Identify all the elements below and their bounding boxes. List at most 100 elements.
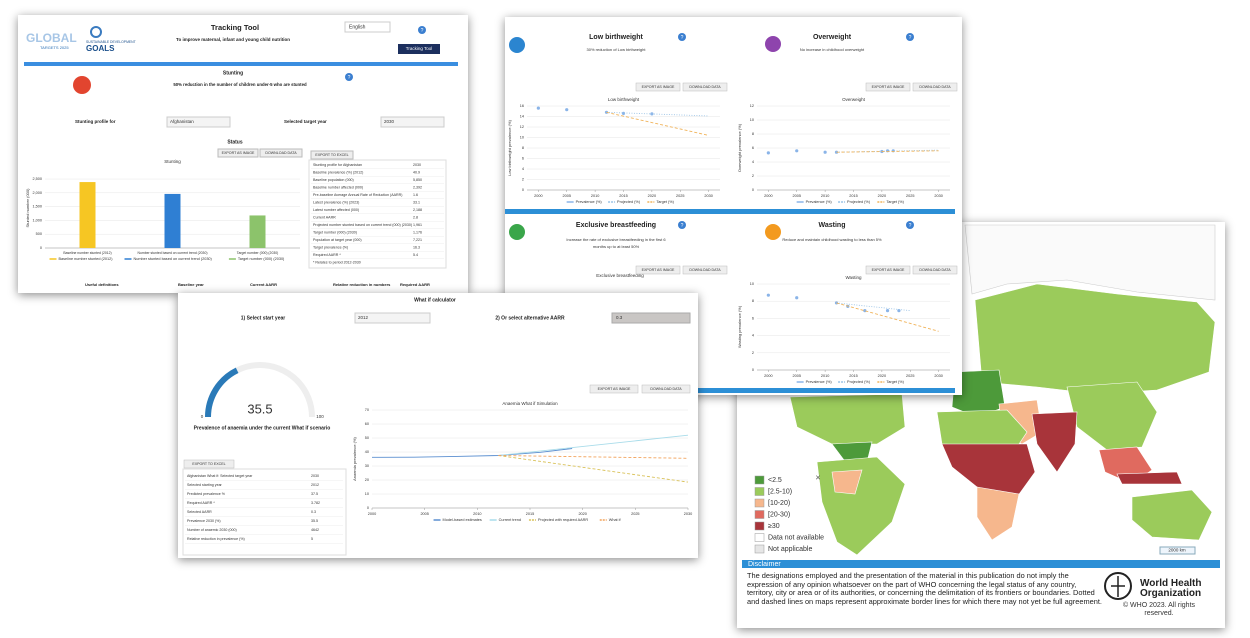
legend-label: [2.5-10) bbox=[768, 488, 792, 495]
button-label: EXPORT TO EXCEL bbox=[315, 153, 348, 157]
section-title: Wasting bbox=[819, 222, 846, 229]
y-tick-label: 2,000 bbox=[32, 191, 42, 195]
help-glyph: ? bbox=[909, 223, 912, 229]
download-button[interactable] bbox=[682, 265, 728, 275]
y-tick-label: 70 bbox=[365, 408, 369, 412]
y-tick-label: 12 bbox=[520, 125, 524, 129]
excel-button[interactable] bbox=[183, 459, 235, 469]
x-tick-label: 2015 bbox=[849, 194, 857, 198]
x-tick-label: 2025 bbox=[676, 194, 684, 198]
bar bbox=[79, 182, 96, 248]
x-tick-label: 2015 bbox=[619, 194, 627, 198]
divider bbox=[505, 209, 955, 214]
logo: SUSTAINABLE DEVELOPMENT bbox=[86, 40, 136, 44]
section-subtitle: 30% reduction of Low birthweight bbox=[587, 47, 647, 52]
export-button[interactable] bbox=[589, 384, 639, 394]
x-tick-label: 2010 bbox=[821, 374, 829, 378]
help-glyph: ? bbox=[681, 35, 684, 41]
divider bbox=[505, 388, 955, 393]
logo: GLOBAL bbox=[26, 31, 77, 45]
table-cell: 2.8 bbox=[413, 215, 418, 219]
y-tick-label: 4 bbox=[522, 167, 524, 171]
excel-button[interactable] bbox=[310, 150, 354, 160]
table-cell: Population at target year (000) bbox=[313, 238, 362, 242]
tool-button[interactable] bbox=[398, 44, 440, 54]
language-select[interactable] bbox=[344, 21, 391, 33]
help-icon[interactable] bbox=[906, 221, 914, 229]
start-select[interactable] bbox=[354, 312, 431, 324]
export-button[interactable] bbox=[217, 148, 259, 158]
legend-label: Baseline number stunted (2012) bbox=[59, 257, 114, 261]
y-tick-label: 60 bbox=[365, 422, 369, 426]
legend-swatch bbox=[754, 487, 765, 496]
wasting-icon bbox=[765, 224, 781, 240]
legend-swatch bbox=[754, 533, 765, 542]
app-subtitle: To improve maternal, infant and young ch… bbox=[176, 37, 290, 42]
y-tick-label: 0 bbox=[522, 188, 524, 192]
series-line bbox=[606, 111, 709, 136]
footer-label: Useful definitions bbox=[85, 282, 119, 287]
who-emblem bbox=[1104, 572, 1132, 600]
y-tick-label: 10 bbox=[365, 492, 369, 496]
help-glyph: ? bbox=[421, 28, 424, 34]
disclaimer-title: Disclaimer bbox=[748, 561, 781, 568]
export-button[interactable] bbox=[635, 265, 681, 275]
table-cell: Required AARR * bbox=[313, 253, 341, 257]
table-cell: 2030 bbox=[413, 163, 421, 167]
y-tick-label: 14 bbox=[520, 115, 524, 119]
chart-title: Low birthweight bbox=[608, 97, 640, 102]
x-tick-label: 2020 bbox=[578, 512, 586, 516]
help-icon[interactable] bbox=[678, 221, 686, 229]
footer-label: Relative reduction in numbers bbox=[333, 282, 391, 287]
section-title: Stunting bbox=[223, 70, 243, 76]
table-cell: 1.6 bbox=[413, 193, 418, 197]
who-name: World Health Organization bbox=[1140, 578, 1202, 599]
y-tick-label: 0 bbox=[367, 506, 369, 510]
section-title: Overweight bbox=[813, 34, 852, 41]
table-cell: 2,392 bbox=[413, 185, 422, 189]
button-label: DOWNLOAD DATA bbox=[689, 85, 721, 89]
download-button[interactable] bbox=[912, 265, 958, 275]
help-icon[interactable] bbox=[418, 26, 426, 34]
help-icon[interactable] bbox=[906, 33, 914, 41]
y-tick-label: 8 bbox=[522, 146, 524, 150]
country-select[interactable] bbox=[166, 116, 231, 128]
help-glyph: ? bbox=[681, 223, 684, 229]
export-button[interactable] bbox=[865, 82, 911, 92]
table-cell: Baseline number affected (000) bbox=[313, 185, 363, 189]
download-button[interactable] bbox=[682, 82, 728, 92]
x-tick-label: 2020 bbox=[878, 194, 886, 198]
y-axis-label: Stunted number (000) bbox=[25, 188, 30, 228]
table-cell: Baseline population (000) bbox=[313, 178, 354, 182]
data-point bbox=[766, 293, 770, 297]
data-point bbox=[823, 150, 827, 154]
gauge-value-label: 35.5 bbox=[247, 401, 272, 416]
table-cell: Predicted prevalence % bbox=[187, 492, 226, 496]
x-tick-label: 2030 bbox=[934, 194, 942, 198]
stunting-icon bbox=[73, 76, 91, 94]
help-icon[interactable] bbox=[678, 33, 686, 41]
export-button[interactable] bbox=[635, 82, 681, 92]
download-button[interactable] bbox=[641, 384, 691, 394]
aarr-select[interactable] bbox=[611, 312, 691, 324]
download-button[interactable] bbox=[912, 82, 958, 92]
y-tick-label: 30 bbox=[365, 464, 369, 468]
export-button[interactable] bbox=[865, 265, 911, 275]
y-tick-label: 12 bbox=[750, 104, 754, 108]
button-label: EXPORT AS IMAGE bbox=[872, 85, 905, 89]
close-icon[interactable]: × bbox=[815, 472, 820, 482]
table-cell: 37.5 bbox=[311, 492, 318, 496]
help-icon[interactable] bbox=[345, 73, 353, 81]
x-tick-label: 2000 bbox=[368, 512, 376, 516]
y-tick-label: 10 bbox=[520, 136, 524, 140]
button-label: Tracking Tool bbox=[406, 46, 433, 51]
x-tick-label: 2010 bbox=[591, 194, 599, 198]
x-tick-label: 2015 bbox=[849, 374, 857, 378]
legend-label: ≥30 bbox=[768, 523, 780, 530]
help-glyph: ? bbox=[348, 75, 351, 81]
download-button[interactable] bbox=[259, 148, 303, 158]
y-tick-label: 50 bbox=[365, 436, 369, 440]
legend-label: Prevalence (%) bbox=[806, 380, 833, 384]
tracking-view: GLOBAL TARGETS 2025 SUSTAINABLE DEVELOPM… bbox=[24, 21, 458, 287]
year-select[interactable] bbox=[380, 116, 445, 128]
